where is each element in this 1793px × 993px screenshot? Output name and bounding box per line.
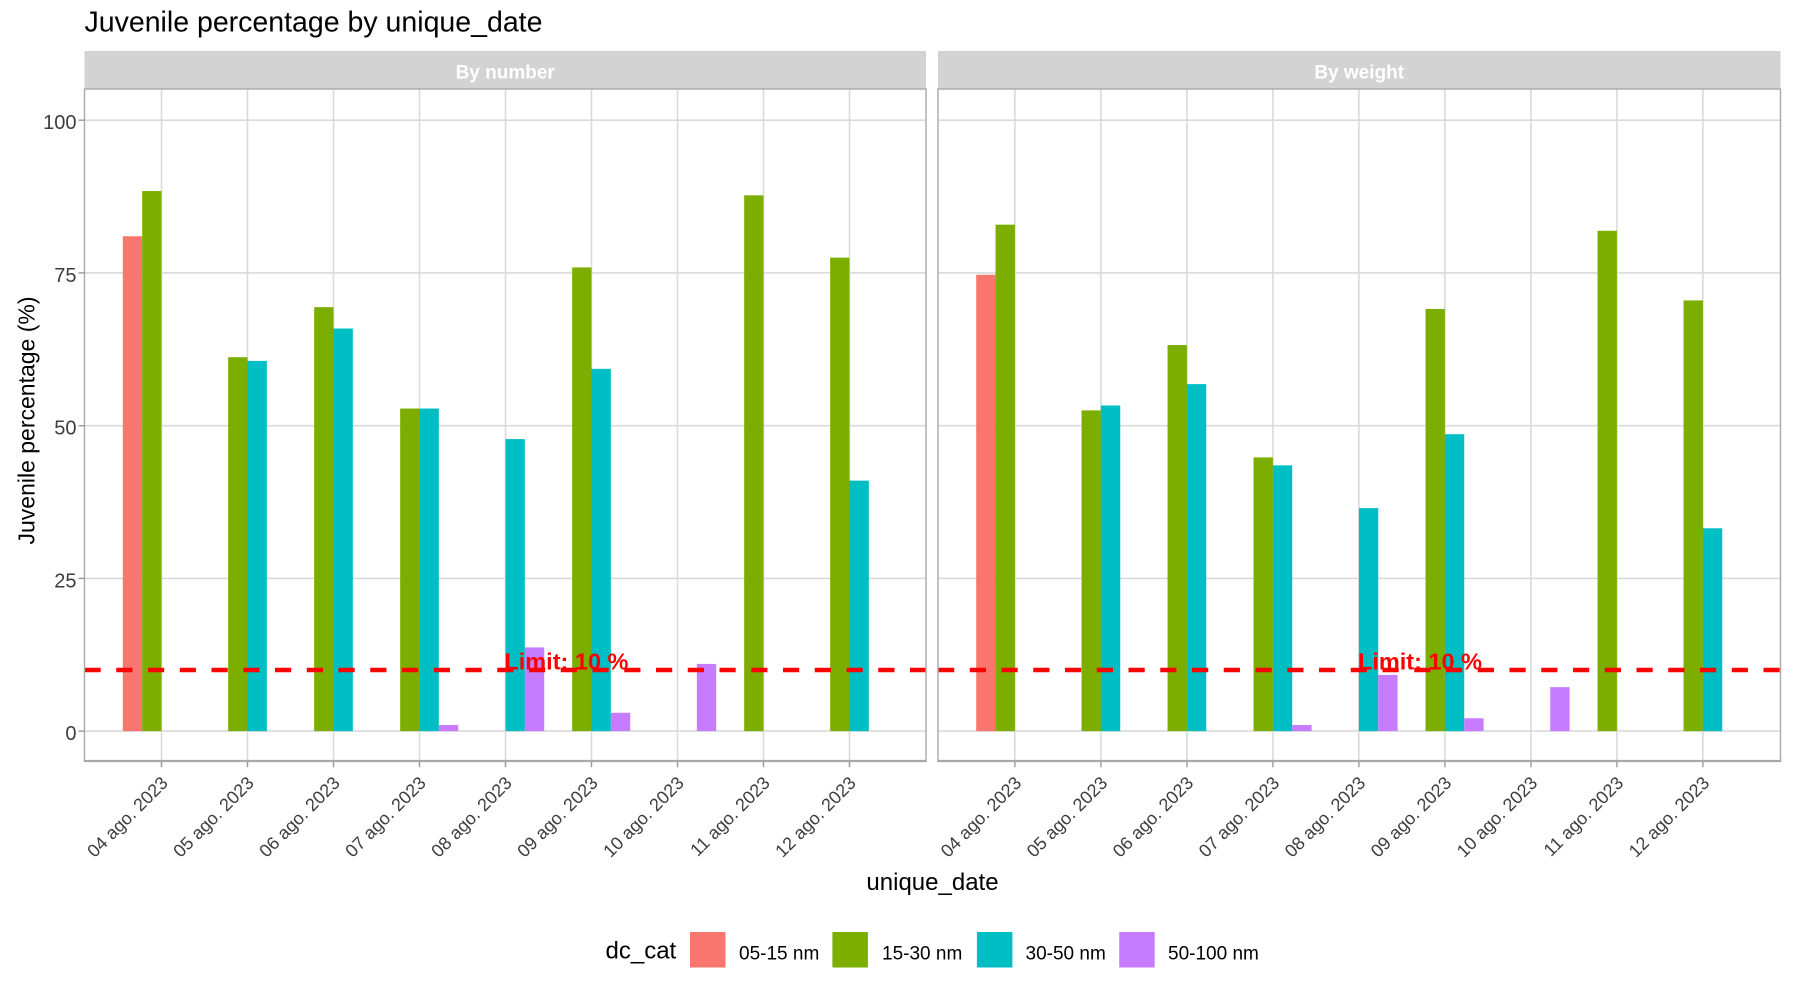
svg-text:0: 0 (65, 723, 76, 745)
svg-text:30-50 nm: 30-50 nm (1026, 944, 1106, 965)
svg-text:Juvenile percentage (%): Juvenile percentage (%) (14, 296, 40, 544)
svg-text:05-15 nm: 05-15 nm (739, 944, 819, 965)
svg-text:dc_cat: dc_cat (606, 938, 677, 965)
svg-text:100: 100 (43, 112, 76, 134)
svg-text:25: 25 (54, 570, 76, 592)
svg-text:By weight: By weight (1314, 63, 1404, 84)
svg-text:Juvenile percentage by unique_: Juvenile percentage by unique_date (85, 7, 543, 39)
svg-text:75: 75 (54, 265, 76, 287)
svg-text:Limit: 10 %: Limit: 10 % (1358, 648, 1482, 674)
svg-text:50: 50 (54, 418, 76, 440)
svg-text:15-30 nm: 15-30 nm (882, 944, 962, 965)
svg-text:50-100 nm: 50-100 nm (1168, 944, 1259, 965)
svg-text:By number: By number (456, 63, 556, 84)
svg-text:unique_date: unique_date (866, 869, 998, 896)
svg-text:Limit: 10 %: Limit: 10 % (504, 648, 628, 674)
